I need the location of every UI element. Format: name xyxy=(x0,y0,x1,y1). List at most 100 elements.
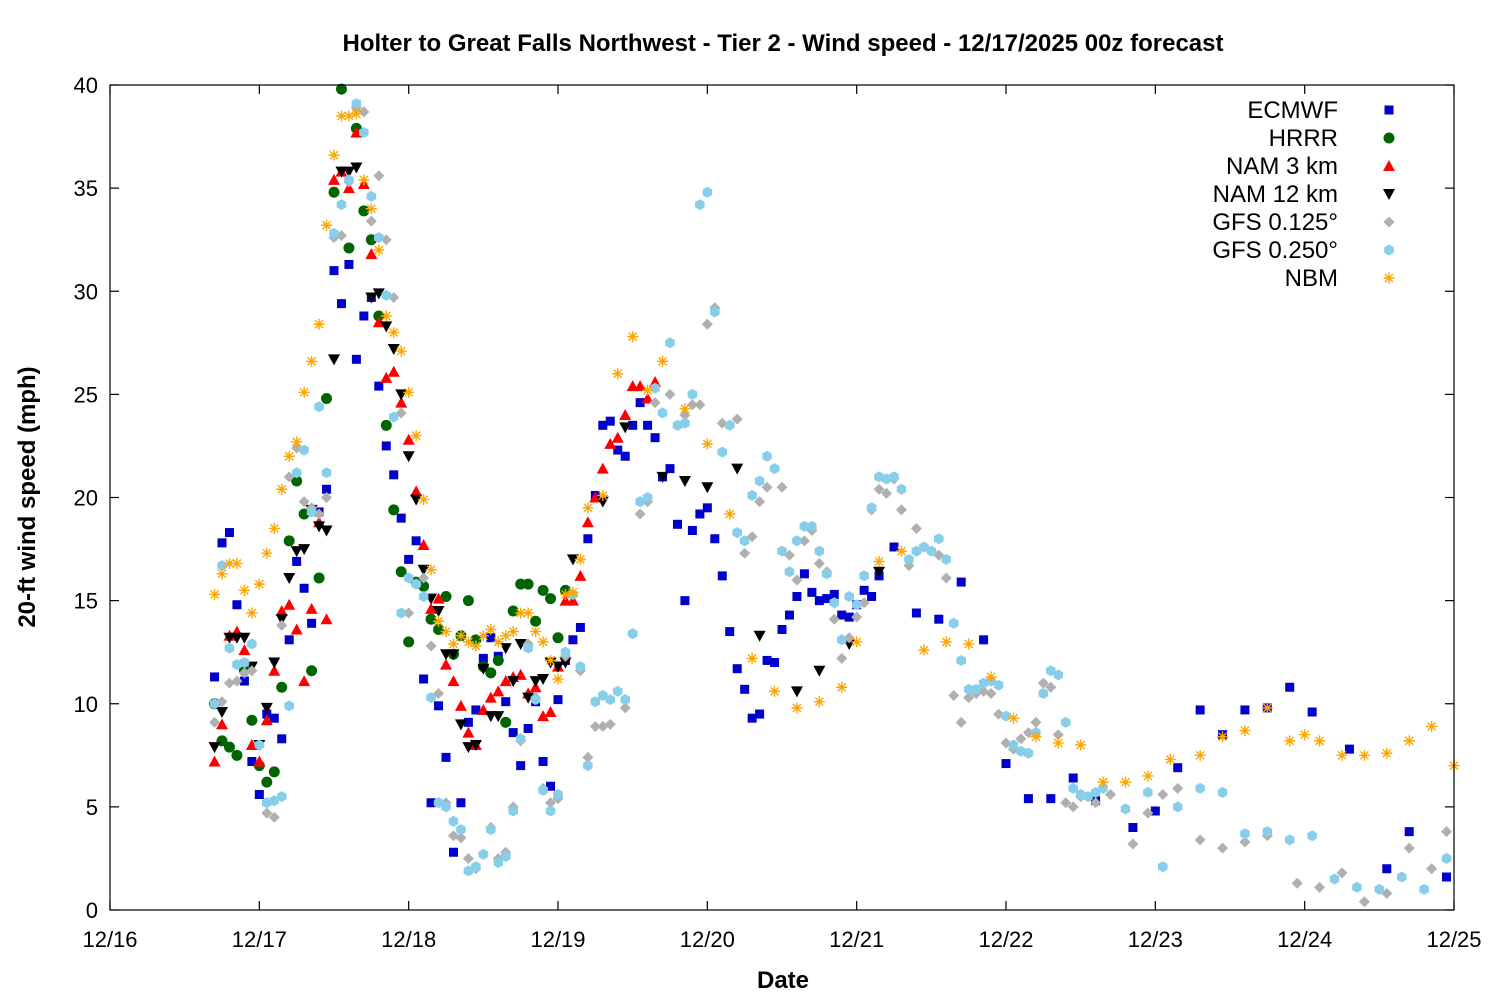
data-point xyxy=(940,636,952,648)
data-point xyxy=(1120,803,1131,815)
data-point xyxy=(978,677,989,689)
data-point xyxy=(642,384,654,396)
data-point xyxy=(432,592,445,604)
data-point xyxy=(463,717,473,727)
data-point xyxy=(247,638,257,650)
data-point xyxy=(231,675,243,687)
data-point xyxy=(342,166,355,178)
data-point xyxy=(1023,794,1033,804)
data-point xyxy=(440,626,452,638)
data-point xyxy=(231,749,243,761)
series-nam-12-km xyxy=(208,162,886,754)
data-point xyxy=(777,625,787,634)
data-point xyxy=(1105,789,1117,800)
data-point xyxy=(717,446,727,458)
data-point xyxy=(1217,731,1229,743)
data-point xyxy=(321,393,333,404)
legend-label: ECMWF xyxy=(1247,97,1338,124)
data-point xyxy=(454,699,467,711)
data-point xyxy=(1038,687,1049,699)
data-point xyxy=(530,694,541,706)
data-point xyxy=(291,475,303,487)
data-point xyxy=(507,676,520,688)
data-point xyxy=(545,654,557,666)
data-point xyxy=(1045,681,1057,693)
data-point xyxy=(396,607,406,619)
data-point xyxy=(680,417,690,429)
data-point xyxy=(874,471,884,483)
data-point xyxy=(873,555,885,567)
data-point xyxy=(306,506,317,518)
data-point xyxy=(1217,786,1228,798)
data-point xyxy=(209,588,221,600)
data-point xyxy=(440,658,452,670)
data-point xyxy=(462,726,475,738)
data-point xyxy=(276,619,288,631)
data-point xyxy=(679,403,691,415)
data-point xyxy=(649,397,661,409)
data-point xyxy=(739,547,751,559)
data-point xyxy=(1352,881,1362,893)
data-point xyxy=(492,654,504,666)
data-point xyxy=(814,596,824,606)
data-point xyxy=(613,445,623,455)
data-point xyxy=(799,520,810,532)
data-point xyxy=(223,741,235,753)
data-point xyxy=(755,709,765,719)
data-point xyxy=(747,489,757,501)
data-point xyxy=(559,588,571,600)
data-point xyxy=(522,607,534,619)
data-point xyxy=(1173,801,1183,813)
data-point xyxy=(486,633,496,643)
data-point xyxy=(918,644,930,656)
data-point xyxy=(537,710,550,722)
data-point xyxy=(372,288,385,300)
data-point xyxy=(643,420,653,430)
data-point xyxy=(1075,739,1087,751)
data-point xyxy=(471,705,481,715)
data-point xyxy=(471,861,481,873)
legend-marker xyxy=(1383,189,1395,200)
data-point xyxy=(515,607,527,619)
data-point xyxy=(545,805,556,817)
data-point xyxy=(268,811,280,823)
data-point xyxy=(343,242,355,254)
data-point xyxy=(380,310,392,322)
data-point xyxy=(463,865,474,877)
data-point xyxy=(1217,842,1229,854)
data-point xyxy=(239,676,249,686)
data-point xyxy=(687,526,697,535)
data-point xyxy=(582,502,594,514)
data-point xyxy=(462,595,474,607)
data-point xyxy=(1001,759,1011,769)
y-tick-label: 20 xyxy=(74,486,98,511)
data-point xyxy=(291,436,303,448)
data-point xyxy=(1358,896,1370,908)
data-point xyxy=(425,640,437,652)
data-point xyxy=(859,585,869,595)
data-point xyxy=(1329,873,1340,885)
data-point xyxy=(619,702,631,714)
data-point xyxy=(372,316,385,328)
data-point xyxy=(320,613,333,625)
data-point xyxy=(260,714,273,726)
data-point xyxy=(553,695,563,705)
data-point xyxy=(813,665,826,677)
data-point xyxy=(433,615,445,627)
data-point xyxy=(866,502,877,514)
data-point xyxy=(710,306,720,318)
data-point xyxy=(672,519,682,529)
data-point xyxy=(544,706,557,717)
data-point xyxy=(634,380,647,392)
data-point xyxy=(216,707,228,718)
data-point xyxy=(493,857,503,869)
data-point xyxy=(813,696,825,708)
data-point xyxy=(1314,881,1326,893)
data-point xyxy=(232,659,242,671)
data-point xyxy=(313,572,325,584)
data-point xyxy=(791,702,803,714)
data-point xyxy=(358,205,370,217)
data-point xyxy=(1164,753,1176,765)
data-point xyxy=(1015,733,1027,745)
data-point xyxy=(537,584,549,596)
